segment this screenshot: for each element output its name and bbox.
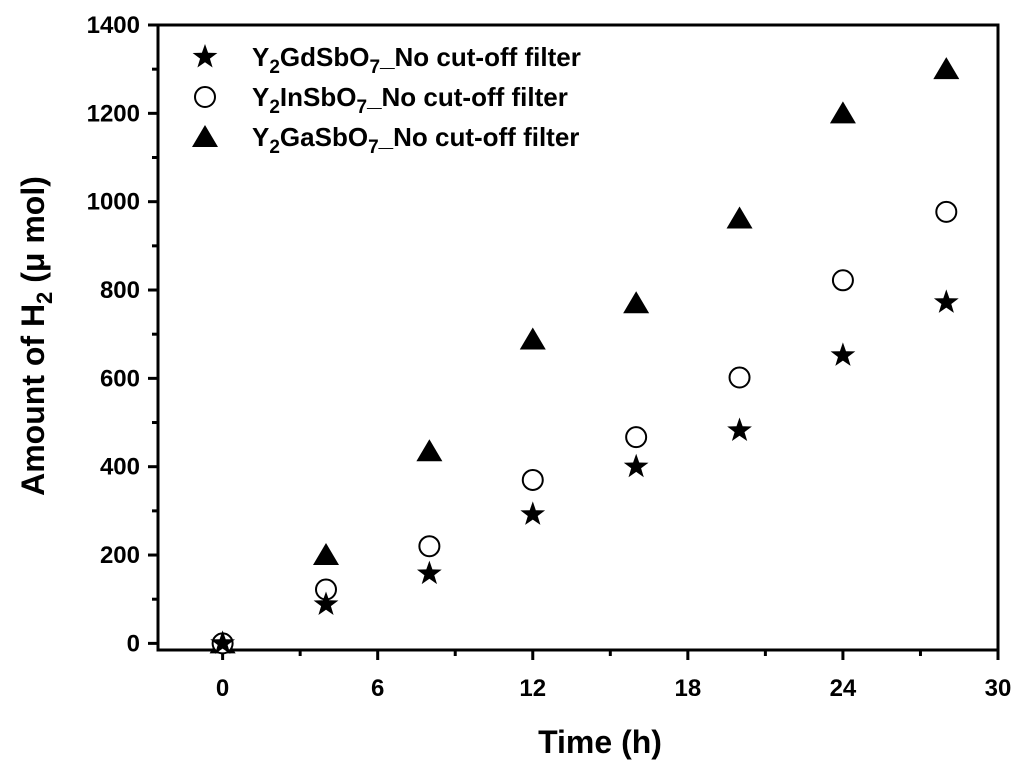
y-tick-label: 1400: [87, 12, 140, 39]
y-axis-title: Amount of H2 (μ mol): [15, 176, 57, 496]
y-tick-label: 200: [100, 542, 140, 569]
data-point-triangle: [519, 327, 546, 350]
legend-label: Y2InSbO7_No cut-off filter: [252, 82, 568, 118]
legend-label: Y2GaSbO7_No cut-off filter: [252, 122, 579, 158]
data-point-triangle: [313, 543, 339, 566]
legend: Y2GdSbO7_No cut-off filter Y2InSbO7_No cu…: [192, 42, 581, 158]
data-point-triangle: [933, 57, 960, 80]
data-point-triangle: [416, 439, 443, 462]
legend-marker-triangle: [192, 125, 218, 147]
x-tick-label: 0: [216, 675, 229, 702]
y-axis-title-prefix: Amount of H: [15, 304, 51, 496]
x-tick-label: 24: [830, 675, 857, 702]
y-axis: 0 200 400 600 800 1000 1200 1400: [87, 12, 158, 657]
y-tick-label: 800: [100, 277, 140, 304]
x-tick-label: 12: [519, 675, 546, 702]
data-point-star: [210, 630, 235, 654]
legend-marker-star: [192, 44, 218, 68]
data-point-circle-open: [521, 468, 544, 491]
y-tick-label: 600: [100, 365, 140, 392]
data-point-circle-open: [625, 426, 648, 449]
data-point-circle-open: [831, 269, 854, 292]
y-tick-label: 400: [100, 454, 140, 481]
data-point-star: [313, 591, 339, 615]
legend-marker-circle-open: [194, 86, 216, 108]
plot-frame: [156, 23, 1000, 652]
y-axis-title-subscript: 2: [32, 292, 57, 304]
data-point-star: [623, 453, 649, 478]
x-tick-label: 18: [674, 675, 701, 702]
data-point-triangle: [726, 206, 753, 229]
y-axis-title-suffix: (μ mol): [15, 176, 51, 292]
data-point-star: [520, 501, 546, 525]
data-point-circle-open: [728, 366, 751, 389]
x-axis: 0 6 12 18 24 30: [216, 650, 1011, 702]
data-point-circle-open: [935, 200, 958, 223]
data-point-star: [830, 342, 856, 366]
plot-border: [156, 23, 1000, 652]
x-tick-label: 6: [371, 675, 384, 702]
x-tick-label: 30: [985, 675, 1012, 702]
data-point-circle-open: [418, 535, 441, 558]
y-tick-label: 1200: [87, 100, 140, 127]
y-tick-label: 0: [127, 630, 140, 657]
legend-label: Y2GdSbO7_No cut-off filter: [252, 42, 581, 78]
x-axis-title: Time (h): [538, 724, 662, 760]
data-point-triangle: [623, 291, 650, 314]
y-tick-label: 1000: [87, 189, 140, 216]
data-point-triangle: [829, 101, 856, 124]
data-point-star: [933, 289, 959, 313]
data-markers: [209, 57, 960, 655]
data-point-star: [417, 560, 442, 585]
data-point-star: [727, 417, 752, 441]
